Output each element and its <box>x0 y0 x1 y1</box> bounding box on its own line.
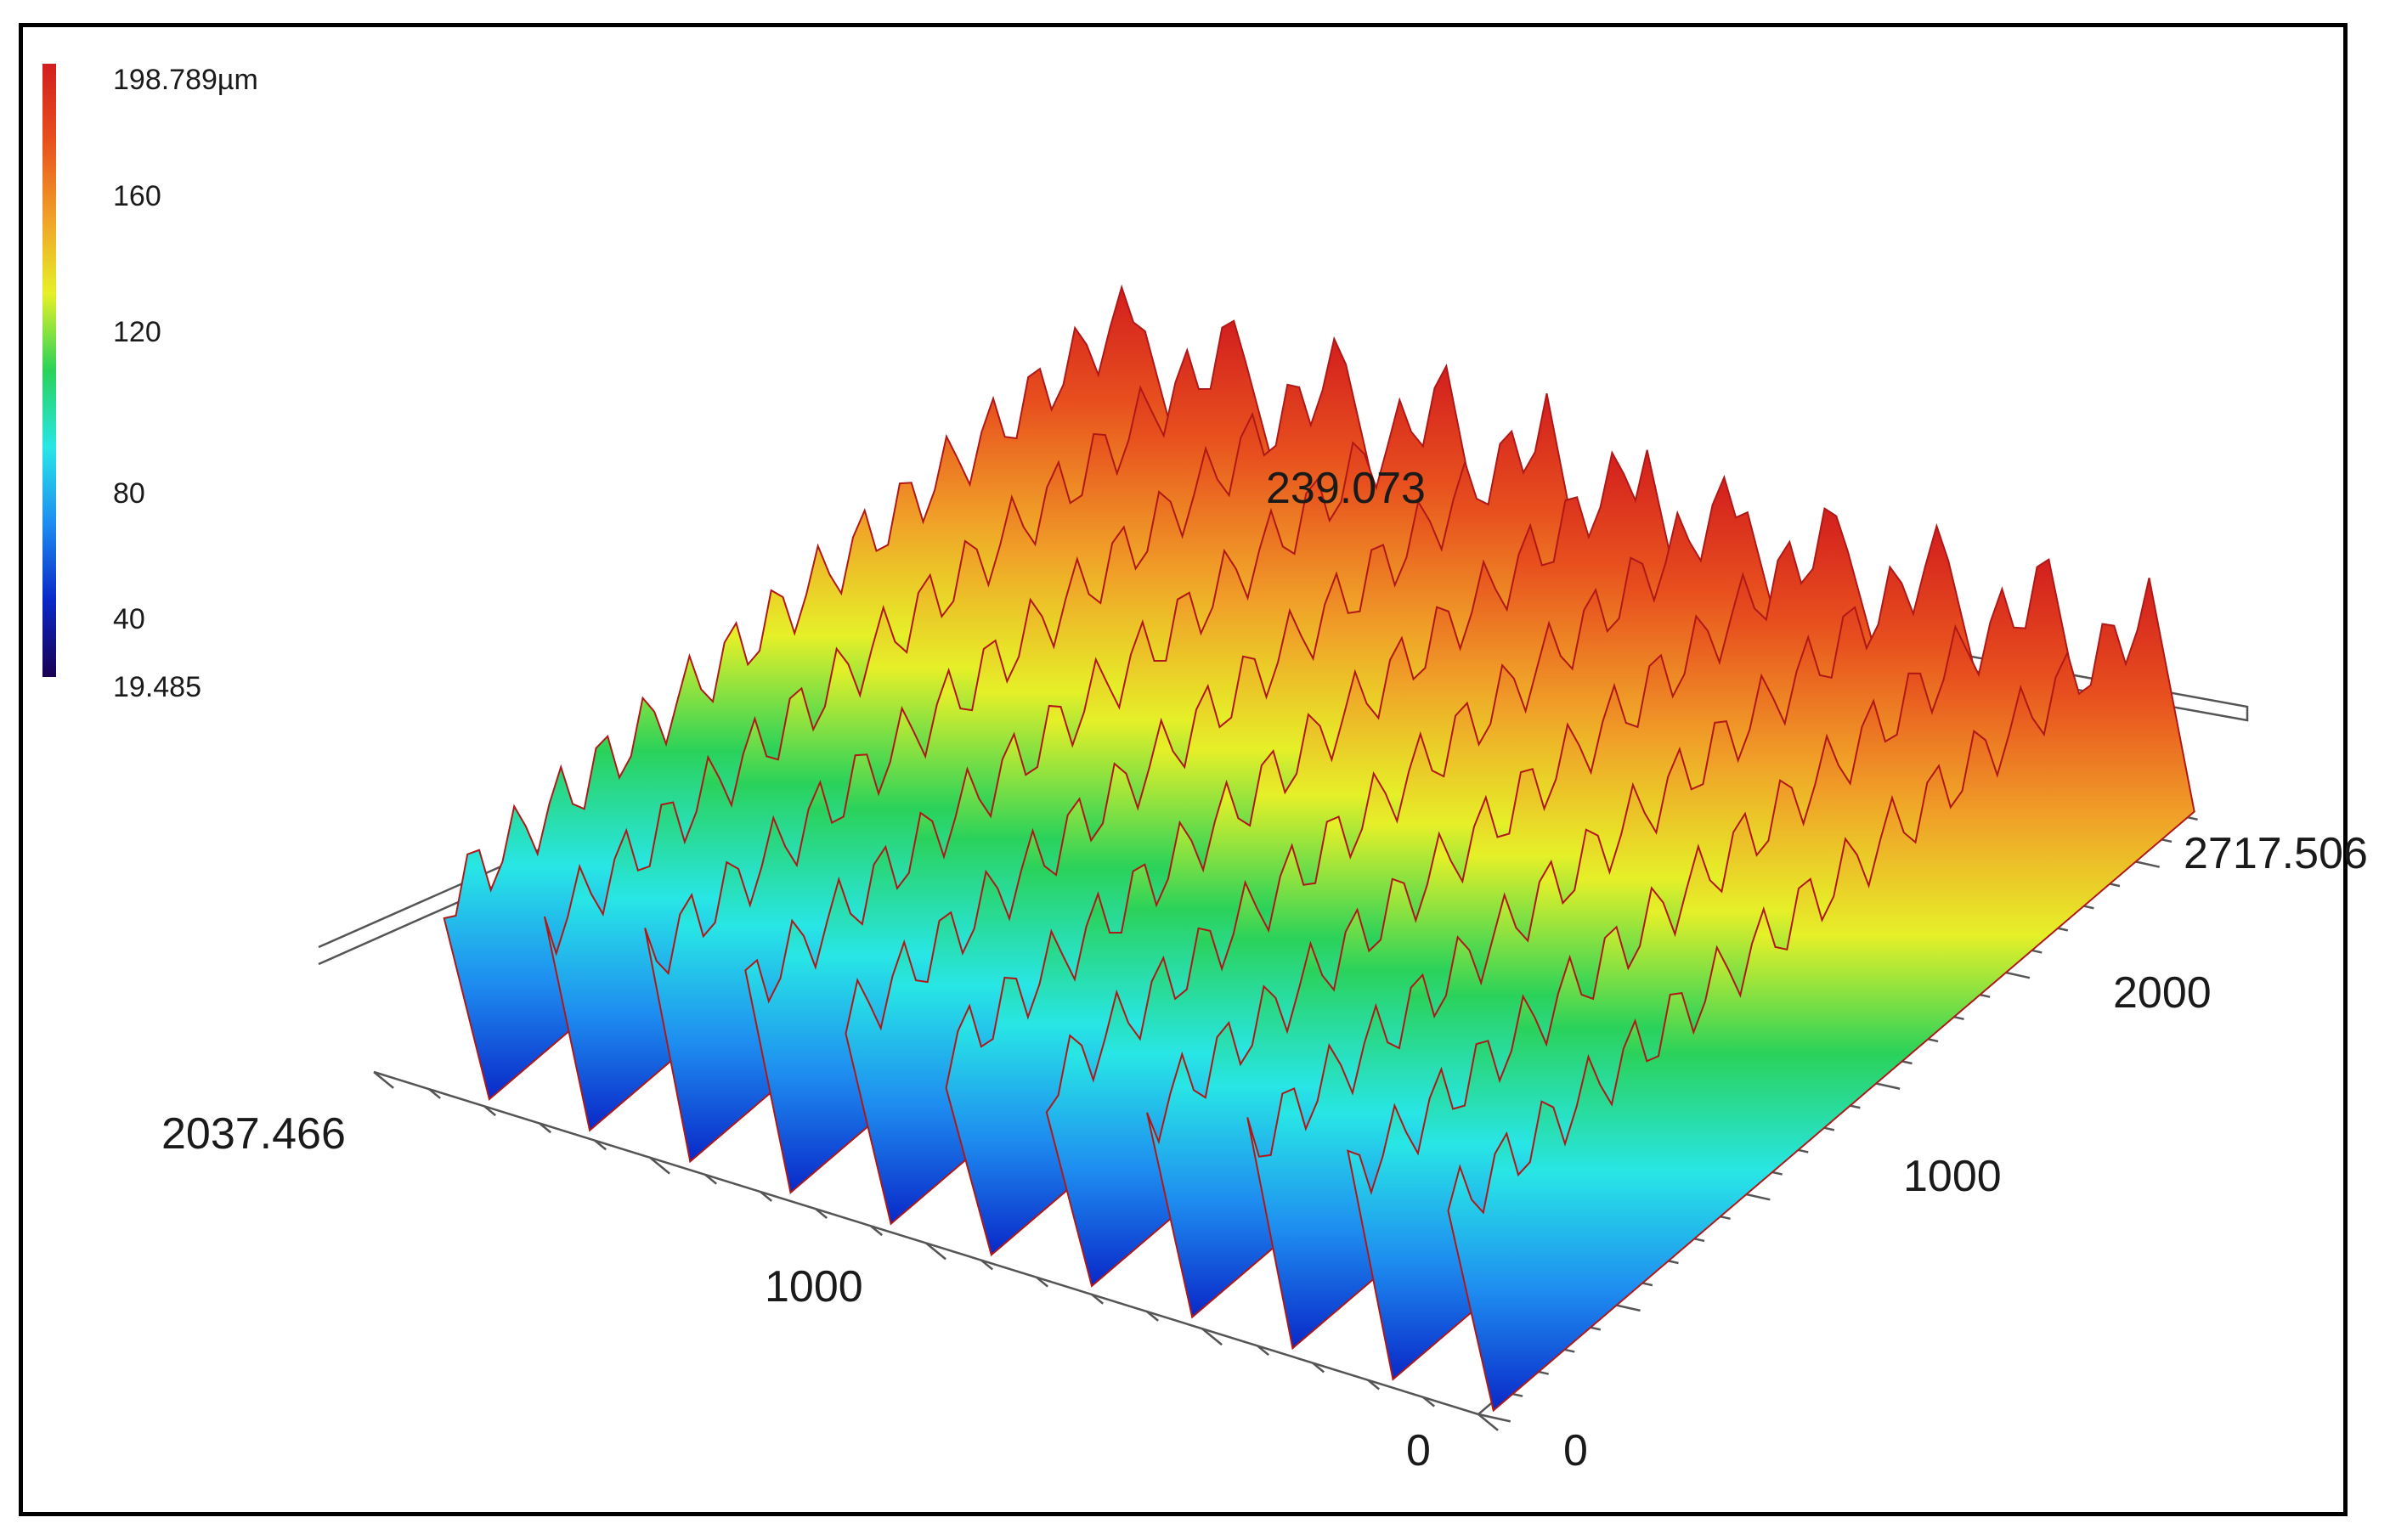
axis-tick <box>760 1191 772 1202</box>
axis-tick <box>594 1139 607 1151</box>
colorbar-max-label: 198.789µm <box>113 64 258 96</box>
colorbar-tick-label: 80 <box>113 477 145 510</box>
surface-ridge <box>1447 578 2195 1413</box>
axis-tick <box>1478 1413 1499 1431</box>
axis-tick <box>870 1225 883 1237</box>
axis-tick <box>428 1088 441 1099</box>
axis-tick <box>925 1242 946 1261</box>
axis-tick <box>704 1173 717 1185</box>
colorbar-tick-label: 160 <box>113 180 161 212</box>
y-axis-tick-label: 1000 <box>1903 1152 2002 1201</box>
axis-tick <box>539 1122 551 1134</box>
y-axis-zero-label: 0 <box>1563 1426 1588 1475</box>
colorbar-tick-label: 40 <box>113 603 145 635</box>
axis-tick <box>1146 1311 1159 1322</box>
axis-tick <box>1036 1276 1048 1288</box>
colorbar <box>42 64 56 677</box>
z-axis-max-label: 239.073 <box>1266 464 1426 513</box>
axis-tick <box>1257 1345 1269 1357</box>
axis-tick <box>1478 1413 1511 1423</box>
colorbar-tick-label: 120 <box>113 316 161 348</box>
axis-tick <box>1367 1379 1380 1391</box>
y-axis-max-label: 2717.506 <box>2184 829 2368 878</box>
axis-tick <box>373 1071 394 1089</box>
axis-tick <box>1091 1293 1104 1305</box>
axis-tick <box>649 1156 670 1175</box>
x-axis-zero-label: 0 <box>1406 1426 1431 1475</box>
colorbar-min-label: 19.485 <box>113 671 201 703</box>
axis-tick <box>815 1208 828 1219</box>
axis-tick <box>483 1105 496 1117</box>
y-axis-tick-label: 2000 <box>2113 968 2212 1018</box>
axis-tick <box>980 1259 993 1271</box>
x-axis-tick-label: 1000 <box>765 1262 863 1312</box>
axis-tick <box>1422 1396 1435 1407</box>
x-axis-max-label: 2037.466 <box>161 1109 346 1159</box>
x-ticks <box>373 1071 1499 1431</box>
axis-tick <box>1312 1362 1325 1374</box>
surface-ridges <box>443 284 2195 1413</box>
axis-tick <box>1201 1328 1223 1346</box>
